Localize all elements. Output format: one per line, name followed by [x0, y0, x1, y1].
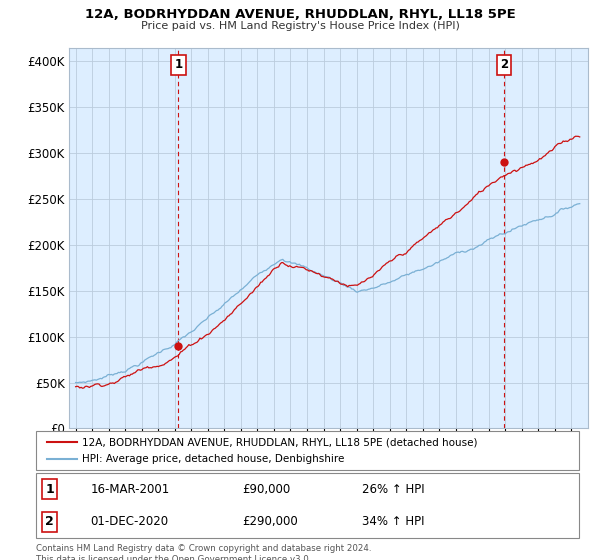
Text: 2: 2 — [45, 515, 54, 528]
Text: £90,000: £90,000 — [242, 483, 290, 496]
Text: 16-MAR-2001: 16-MAR-2001 — [91, 483, 170, 496]
Text: 12A, BODRHYDDAN AVENUE, RHUDDLAN, RHYL, LL18 5PE: 12A, BODRHYDDAN AVENUE, RHUDDLAN, RHYL, … — [85, 8, 515, 21]
Text: £290,000: £290,000 — [242, 515, 298, 528]
Text: 1: 1 — [45, 483, 54, 496]
Text: 12A, BODRHYDDAN AVENUE, RHUDDLAN, RHYL, LL18 5PE (detached house): 12A, BODRHYDDAN AVENUE, RHUDDLAN, RHYL, … — [82, 437, 478, 447]
Text: Contains HM Land Registry data © Crown copyright and database right 2024.
This d: Contains HM Land Registry data © Crown c… — [36, 544, 371, 560]
Text: Price paid vs. HM Land Registry's House Price Index (HPI): Price paid vs. HM Land Registry's House … — [140, 21, 460, 31]
Text: 1: 1 — [174, 58, 182, 71]
Text: 34% ↑ HPI: 34% ↑ HPI — [362, 515, 424, 528]
Text: 2: 2 — [500, 58, 508, 71]
Text: 01-DEC-2020: 01-DEC-2020 — [91, 515, 169, 528]
FancyBboxPatch shape — [36, 473, 579, 538]
FancyBboxPatch shape — [36, 431, 579, 470]
Text: HPI: Average price, detached house, Denbighshire: HPI: Average price, detached house, Denb… — [82, 454, 344, 464]
Text: 26% ↑ HPI: 26% ↑ HPI — [362, 483, 424, 496]
